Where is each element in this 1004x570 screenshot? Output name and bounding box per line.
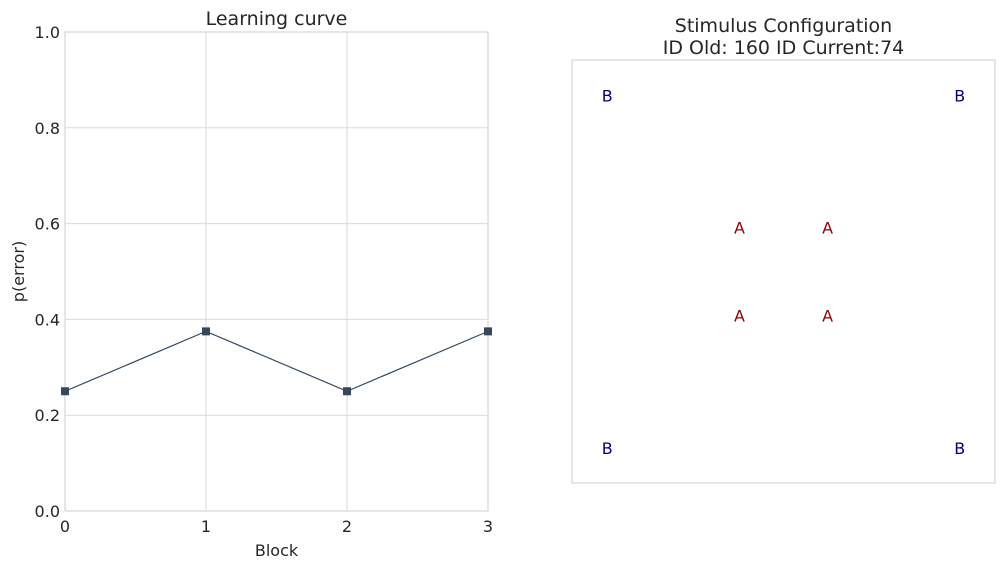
- stimulus-point-b: B: [954, 86, 965, 105]
- x-tick-label: 1: [201, 517, 211, 536]
- series-line: [64, 330, 489, 392]
- stimulus-configuration-title: Stimulus Configuration: [675, 15, 892, 37]
- y-tick-label: 0.0: [35, 502, 60, 521]
- stimulus-point-a: A: [734, 218, 745, 237]
- x-tick-label: 2: [342, 517, 352, 536]
- data-point-marker: [343, 387, 351, 396]
- data-point-marker: [484, 327, 492, 336]
- y-tick-label: 0.4: [35, 310, 60, 329]
- stimulus-point-b: B: [602, 439, 613, 458]
- data-point-marker: [202, 327, 210, 336]
- stimulus-point-a: A: [822, 218, 833, 237]
- y-tick-label: 0.8: [35, 119, 60, 138]
- stimulus-point-a: A: [734, 307, 745, 326]
- learning-curve-plot-area: [64, 31, 489, 512]
- stimulus-configuration-panel: A A A A B B B B Stimulus Configuration ID Old: …: [571, 15, 996, 484]
- y-tick-label: 0.6: [35, 215, 60, 234]
- learning-curve-series: [61, 327, 492, 396]
- learning-curve-title: Learning curve: [206, 8, 348, 30]
- stimulus-point-a: A: [822, 307, 833, 326]
- learning-curve-y-axis-label: p(error): [9, 241, 28, 302]
- learning-curve-tick-labels: 0 1 2 3 0.0 0.2 0.4 0.6 0.8 1.0: [35, 23, 494, 536]
- stimulus-points: A A A A B B B B: [602, 86, 965, 458]
- learning-curve-grid: [65, 32, 488, 511]
- stimulus-configuration-subtitle: ID Old: 160 ID Current:74: [663, 37, 905, 59]
- y-tick-label: 0.2: [35, 406, 60, 425]
- x-tick-label: 3: [483, 517, 493, 536]
- learning-curve-x-axis-label: Block: [255, 541, 299, 560]
- learning-curve-panel: 0 1 2 3 0.0 0.2 0.4 0.6 0.8 1.0 Learning curve Bl…: [9, 8, 493, 560]
- stimulus-point-b: B: [954, 439, 965, 458]
- data-point-marker: [61, 387, 69, 396]
- stimulus-point-b: B: [602, 86, 613, 105]
- y-tick-label: 1.0: [35, 23, 60, 42]
- x-tick-label: 0: [60, 517, 70, 536]
- stimulus-configuration-plot-area: [571, 59, 996, 484]
